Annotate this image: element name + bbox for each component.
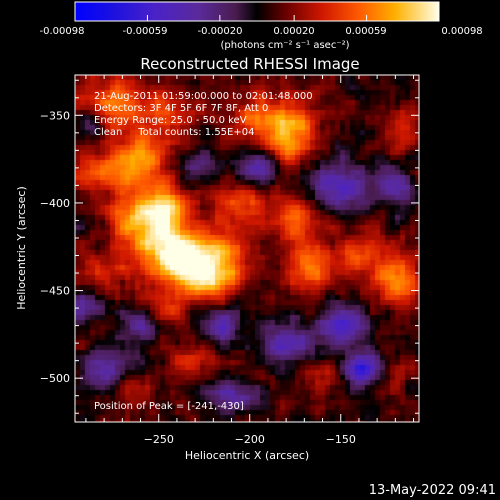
plot-area bbox=[74, 74, 420, 423]
annotation-energy-range: Energy Range: 25.0 - 50.0 keV bbox=[94, 115, 247, 126]
peak-position-label: Position of Peak = [-241,-430] bbox=[94, 401, 244, 412]
colorbar: -0.00098 -0.00059 -0.00020 0.00020 0.000… bbox=[40, 1, 483, 51]
colorbar-tick-label: 0.00020 bbox=[273, 26, 314, 37]
annotation-time-range: 21-Aug-2011 01:59:00.000 to 02:01:48.000 bbox=[94, 91, 313, 102]
colorbar-ticks bbox=[74, 15, 440, 21]
colorbar-tick-label: 0.00098 bbox=[441, 26, 482, 37]
colorbar-unit-label: (photons cm⁻² s⁻¹ asec⁻²) bbox=[220, 40, 349, 51]
x-tick-label: −200 bbox=[235, 433, 265, 446]
chart-title: Reconstructed RHESSI Image bbox=[140, 55, 359, 73]
annotation-detectors: Detectors: 3F 4F 5F 6F 7F 8F, Att 0 bbox=[94, 103, 268, 114]
x-tick-label: −150 bbox=[326, 433, 356, 446]
annotation-clean-counts: Clean Total counts: 1.55E+04 bbox=[94, 127, 254, 138]
y-axis: −350 −400 −450 −500 bbox=[40, 79, 419, 414]
footer-timestamp: 13-May-2022 09:41 bbox=[369, 483, 496, 498]
plot-frame bbox=[74, 74, 420, 423]
y-tick-label: −450 bbox=[40, 285, 70, 298]
x-tick-label: −250 bbox=[144, 433, 174, 446]
colorbar-tick-label: 0.00059 bbox=[345, 26, 386, 37]
heatmap-canvas bbox=[75, 75, 419, 422]
y-tick-label: −400 bbox=[40, 197, 70, 210]
y-axis-label: Heliocentric Y (arcsec) bbox=[15, 186, 28, 310]
colorbar-tick-label: -0.00020 bbox=[198, 26, 243, 37]
annotations: 21-Aug-2011 01:59:00.000 to 02:01:48.000… bbox=[94, 91, 313, 412]
y-tick-label: −350 bbox=[40, 109, 70, 122]
colorbar-gradient bbox=[74, 1, 440, 22]
y-tick-label: −500 bbox=[40, 372, 70, 385]
colorbar-tick-label: -0.00098 bbox=[40, 26, 85, 37]
x-axis: −250 −200 −150 bbox=[85, 75, 415, 446]
x-axis-label: Heliocentric X (arcsec) bbox=[185, 449, 309, 462]
colorbar-tick-label: -0.00059 bbox=[123, 26, 168, 37]
